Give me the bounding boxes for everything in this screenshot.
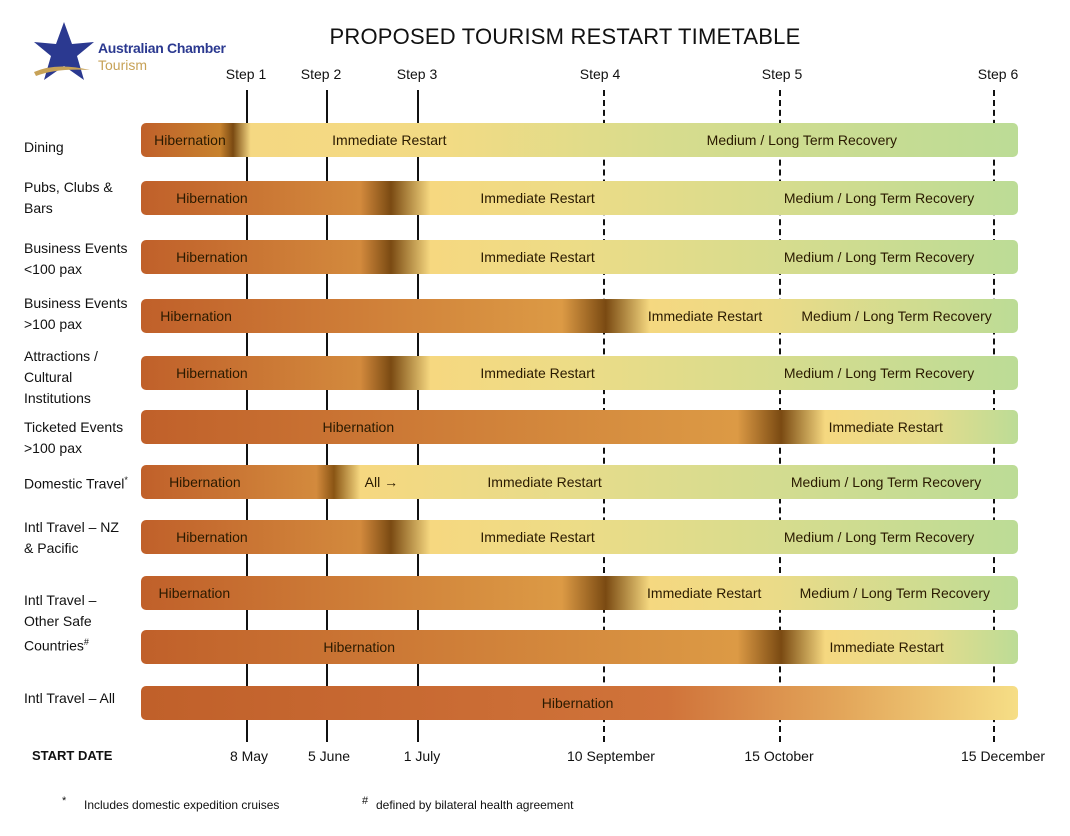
start-date-value: 15 October <box>744 748 814 764</box>
row-label-business-events-over-100: Business Events >100 pax <box>24 295 128 332</box>
timeline-bar-intl-travel-other-safe: Hibernation Immediate Restart Medium / Lon… <box>141 576 1018 610</box>
timeline-bar-pubs-clubs-bars: Hibernation Immediate Restart Medium / Lon… <box>141 181 1018 215</box>
phase-label: Immediate Restart <box>332 132 447 148</box>
phase-label: Medium / Long Term Recovery <box>783 365 975 381</box>
row-label-business-events-under-100: Business Events <100 pax <box>24 240 128 277</box>
step-label: Step 6 <box>977 66 1019 82</box>
phase-label: Hibernation <box>176 529 248 545</box>
phase-label: Hibernation <box>541 695 614 711</box>
phase-label: Medium / Long Term Recovery <box>706 132 898 148</box>
phase-label: Hibernation <box>176 249 248 265</box>
timeline-bar-dining: Hibernation Immediate Restart Medium / Lon… <box>141 123 1018 157</box>
phase-label: Hibernation <box>160 308 232 324</box>
phase-label: Immediate Restart <box>480 365 595 381</box>
footnote-marker: # <box>83 637 89 647</box>
footnote-text: Includes domestic expedition cruises <box>84 798 280 812</box>
phase-label: Immediate Restart <box>487 474 602 490</box>
phase-label: Hibernation <box>154 132 226 148</box>
phase-label: Immediate Restart <box>828 419 943 435</box>
phase-label: Medium / Long Term Recovery <box>783 190 975 206</box>
start-date-value: 1 July <box>403 748 441 764</box>
footnote-text: defined by bilateral health agreement <box>376 798 574 812</box>
phase-label: Immediate Restart <box>647 308 763 324</box>
row-label-intl-travel-other-safe: Intl Travel – Other Safe Countries# <box>24 592 97 654</box>
logo-text-line2: Tourism <box>98 57 148 73</box>
start-date-value: 5 June <box>307 748 351 764</box>
page-title: PROPOSED TOURISM RESTART TIMETABLE <box>329 24 801 49</box>
phase-label: Hibernation <box>322 419 395 435</box>
phase-label: Medium / Long Term Recovery <box>801 308 992 324</box>
step-label: Step 5 <box>761 66 803 82</box>
timeline-bar-ticketed-events-over-100: Hibernation Immediate Restart <box>141 410 1018 444</box>
timeline-bar-domestic-travel: Hibernation All → Immediate Restart Medium … <box>141 465 1018 499</box>
step-label: Step 2 <box>300 66 342 82</box>
step-label: Step 1 <box>225 66 267 82</box>
start-date-value: 15 December <box>960 748 1046 764</box>
australian-chamber-tourism-logo <box>34 22 94 80</box>
row-label-attractions-cultural: Attractions / Cultural Institutions <box>24 348 98 406</box>
row-label-dining: Dining <box>24 139 64 155</box>
step-label: Step 4 <box>579 66 621 82</box>
phase-label: Immediate Restart <box>647 585 762 601</box>
phase-label: Immediate Restart <box>480 529 595 545</box>
footnote-symbol: # <box>362 795 369 807</box>
timeline-bar-attractions-cultural: Hibernation Immediate Restart Medium / Lon… <box>141 356 1018 390</box>
phase-label: Hibernation <box>176 365 248 381</box>
row-label-ticketed-events-over-100: Ticketed Events >100 pax <box>24 419 124 456</box>
start-date-value: 8 May <box>229 748 269 764</box>
logo-text-line1: Australian Chamber <box>98 40 226 56</box>
phase-label: Medium / Long Term Recovery <box>783 529 975 545</box>
phase-label: Hibernation <box>176 190 248 206</box>
row-label-intl-travel-nz-pacific: Intl Travel – NZ & Pacific <box>24 519 119 556</box>
phase-label: Medium / Long Term Recovery <box>790 474 982 490</box>
timeline-bar-intl-travel-nz-pacific: Hibernation Immediate Restart Medium / Lon… <box>141 520 1018 554</box>
start-date-label: START DATE <box>32 748 113 763</box>
phase-label: Hibernation <box>323 639 396 655</box>
timeline-bar-business-events-under-100: Hibernation Immediate Restart Medium / Lon… <box>141 240 1018 274</box>
phase-label: All → <box>364 474 399 490</box>
row-label-pubs-clubs-bars: Pubs, Clubs & Bars <box>24 179 113 216</box>
phase-label: Immediate Restart <box>829 639 944 655</box>
row-label-domestic-travel: Domestic Travel* <box>24 475 128 492</box>
row-label-intl-travel-all: Intl Travel – All <box>24 690 116 706</box>
star-icon <box>34 22 94 80</box>
phase-label: Immediate Restart <box>480 190 595 206</box>
phase-label: Medium / Long Term Recovery <box>799 585 990 601</box>
phase-label: Immediate Restart <box>480 249 595 265</box>
timeline-bar-business-events-over-100: Hibernation Immediate Restart Medium / Lon… <box>141 299 1018 333</box>
timeline-bar-intl-travel-all: Hibernation <box>141 686 1018 720</box>
footnote-marker: * <box>124 475 128 485</box>
phase-label: Hibernation <box>158 585 231 601</box>
start-date-value: 10 September <box>567 748 655 764</box>
phase-label: Hibernation <box>169 474 241 490</box>
timeline-bar-intl-travel-other-safe-2: Hibernation Immediate Restart <box>141 630 1018 664</box>
step-label: Step 3 <box>396 66 438 82</box>
phase-label: Medium / Long Term Recovery <box>783 249 975 265</box>
footnote-symbol: * <box>62 795 67 807</box>
